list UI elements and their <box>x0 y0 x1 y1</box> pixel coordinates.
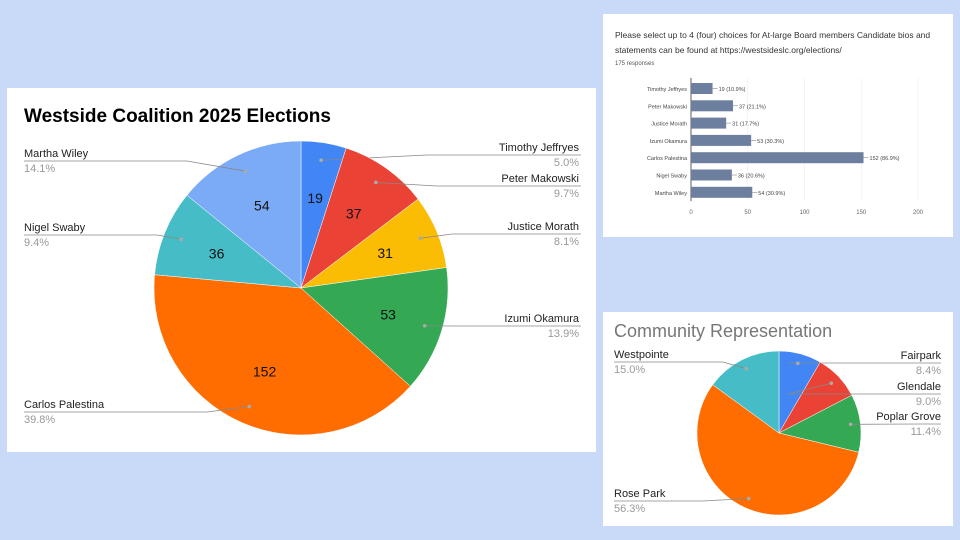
leader-line <box>420 233 581 239</box>
slice-value-label: 54 <box>254 198 270 214</box>
bar <box>691 169 732 181</box>
leader-line <box>24 406 250 413</box>
slice-category-label: Poplar Grove <box>876 411 941 423</box>
community-pie-card: Community Representation Fairpark 8.4% Gle… <box>603 312 953 526</box>
leader-line <box>787 382 941 395</box>
slice-value-label: 36 <box>209 246 225 262</box>
community-pie-chart <box>614 350 941 516</box>
bar-data-label: 54 (30.9%) <box>758 191 785 197</box>
leader-line <box>614 498 749 502</box>
pie-slice <box>153 274 411 436</box>
leader-dot <box>796 361 800 366</box>
bar-data-label: 31 (17.7%) <box>732 122 759 128</box>
x-tick-label: 0 <box>689 210 693 216</box>
bar-chart: 0 50 100 150 200 Timothy Jeffryes 19 (10.9%) Pe… <box>647 78 924 216</box>
leader-dot <box>319 158 323 163</box>
slice-percent-label: 15.0% <box>614 364 646 376</box>
leader-dot <box>746 496 751 501</box>
leader-dot <box>848 422 853 427</box>
slice-category-label: Peter Makowski <box>501 173 579 185</box>
x-tick-label: 200 <box>913 210 924 216</box>
leader-dot <box>247 404 252 409</box>
slice-category-label: Rose Park <box>614 488 666 500</box>
y-category-label: Timothy Jeffryes <box>647 87 687 93</box>
y-category-label: Izumi Okamura <box>650 139 688 145</box>
leader-dot <box>744 366 749 371</box>
slice-value-label: 53 <box>380 307 396 323</box>
y-category-label: Carlos Palestina <box>647 156 688 162</box>
slice-percent-label: 56.3% <box>614 503 646 515</box>
bar <box>691 117 727 129</box>
bar-data-label: 152 (86.9%) <box>870 156 900 162</box>
x-tick-label: 100 <box>799 210 810 216</box>
slice-value-label: 19 <box>307 190 323 206</box>
bar <box>691 134 752 146</box>
slice-category-label: Izumi Okamura <box>504 313 579 325</box>
leader-line <box>24 234 182 240</box>
slice-value-label: 37 <box>346 206 362 222</box>
bar <box>691 186 753 198</box>
election-pie-chart: 19 37 31 53 152 36 54 <box>24 140 581 436</box>
response-count: 175 responses <box>615 61 655 67</box>
chart-title: Community Representation <box>614 321 833 341</box>
leader-dot <box>243 169 248 173</box>
slice-category-label: Timothy Jeffryes <box>498 142 579 154</box>
slice-percent-label: 11.4% <box>910 426 941 438</box>
leader-dot <box>829 381 834 386</box>
slice-category-label: Fairpark <box>900 350 941 362</box>
leader-line <box>614 361 747 370</box>
slice-percent-label: 9.0% <box>915 396 941 408</box>
pie-slice <box>696 384 860 516</box>
slice-value-label: 31 <box>377 245 393 261</box>
slice-percent-label: 8.1% <box>553 236 579 248</box>
pie-slice <box>712 350 780 434</box>
slice-category-label: Glendale <box>896 381 941 393</box>
pie-slice <box>154 194 302 289</box>
slice-category-label: Justice Morath <box>507 221 579 233</box>
bar-data-label: 53 (30.3%) <box>757 139 784 145</box>
leader-dot <box>179 237 183 242</box>
bar-data-label: 37 (21.1%) <box>739 104 766 110</box>
pie-slice <box>186 140 302 289</box>
slice-percent-label: 8.4% <box>915 365 941 377</box>
election-pie-card: Westside Coalition 2025 Elections 19 37 31… <box>7 88 596 452</box>
leader-line <box>24 160 246 172</box>
slice-value-label: 152 <box>253 364 277 380</box>
slice-percent-label: 39.8% <box>24 414 56 426</box>
slice-category-label: Carlos Palestina <box>24 399 105 411</box>
bar <box>691 100 733 112</box>
bar-data-label: 19 (10.9%) <box>719 87 746 93</box>
slice-percent-label: 9.7% <box>553 188 579 200</box>
slice-percent-label: 13.9% <box>547 328 579 340</box>
chart-title: Please select up to 4 (four) choices for… <box>615 30 931 55</box>
bar <box>691 83 713 94</box>
bar <box>691 152 864 164</box>
x-tick-label: 50 <box>744 210 751 216</box>
chart-title: Westside Coalition 2025 Elections <box>24 106 331 127</box>
bar-data-label: 36 (20.6%) <box>738 174 765 180</box>
leader-dot <box>418 236 423 241</box>
slice-percent-label: 9.4% <box>24 237 50 249</box>
slice-category-label: Martha Wiley <box>24 148 89 160</box>
slice-category-label: Nigel Swaby <box>24 222 86 234</box>
x-tick-label: 150 <box>856 210 867 216</box>
y-category-label: Peter Makowski <box>648 104 687 110</box>
leader-dot <box>374 180 378 185</box>
bar-chart-card: Please select up to 4 (four) choices for… <box>603 14 953 237</box>
leader-line <box>375 182 581 187</box>
pie-slice <box>300 267 449 387</box>
slice-percent-label: 5.0% <box>553 157 579 169</box>
leader-dot <box>422 323 427 328</box>
slice-percent-label: 14.1% <box>24 163 56 175</box>
y-category-label: Martha Wiley <box>655 191 687 197</box>
y-category-label: Nigel Swaby <box>656 174 687 180</box>
y-category-label: Justice Morath <box>651 122 687 128</box>
slice-category-label: Westpointe <box>614 349 669 361</box>
